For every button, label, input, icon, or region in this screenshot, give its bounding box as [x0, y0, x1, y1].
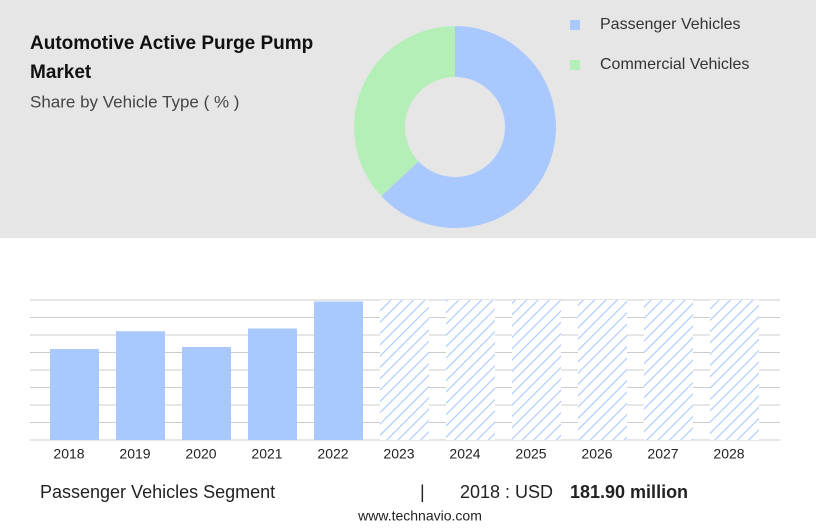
- x-tick-label: 2028: [713, 446, 744, 462]
- x-tick-label: 2023: [383, 446, 414, 462]
- x-tick-label: 2020: [185, 446, 216, 462]
- forecast-placeholder: [578, 300, 627, 440]
- x-tick-label: 2027: [647, 446, 678, 462]
- year-label: 2018 : USD: [460, 482, 553, 502]
- bar: [50, 349, 99, 440]
- highlight-value: 181.90 million: [570, 482, 688, 502]
- separator: |: [420, 482, 425, 502]
- legend-marker: [570, 20, 580, 30]
- donut-slice: [381, 26, 556, 228]
- legend-label: Commercial Vehicles: [600, 56, 749, 73]
- bar: [314, 301, 363, 440]
- chart-subtitle: Share by Vehicle Type ( % ): [30, 92, 239, 111]
- x-tick-label: 2019: [119, 446, 150, 462]
- legend-label: Passenger Vehicles: [600, 16, 741, 33]
- x-tick-label: 2021: [251, 446, 282, 462]
- donut-slice: [354, 26, 455, 197]
- forecast-placeholder: [644, 300, 693, 440]
- bar: [248, 328, 297, 440]
- bar: [182, 347, 231, 440]
- forecast-placeholder: [710, 300, 759, 440]
- x-tick-label: 2025: [515, 446, 546, 462]
- bar: [116, 331, 165, 440]
- chart-title: Automotive Active Purge Pump Market: [30, 33, 313, 83]
- source: www.technavio.com: [357, 508, 482, 524]
- x-tick-label: 2018: [53, 446, 84, 462]
- forecast-placeholder: [512, 300, 561, 440]
- x-tick-label: 2022: [317, 446, 348, 462]
- forecast-placeholder: [446, 300, 495, 440]
- x-tick-label: 2024: [449, 446, 480, 462]
- legend-marker: [570, 60, 580, 70]
- x-tick-label: 2026: [581, 446, 612, 462]
- forecast-placeholder: [380, 300, 429, 440]
- segment-label: Passenger Vehicles Segment: [40, 482, 275, 502]
